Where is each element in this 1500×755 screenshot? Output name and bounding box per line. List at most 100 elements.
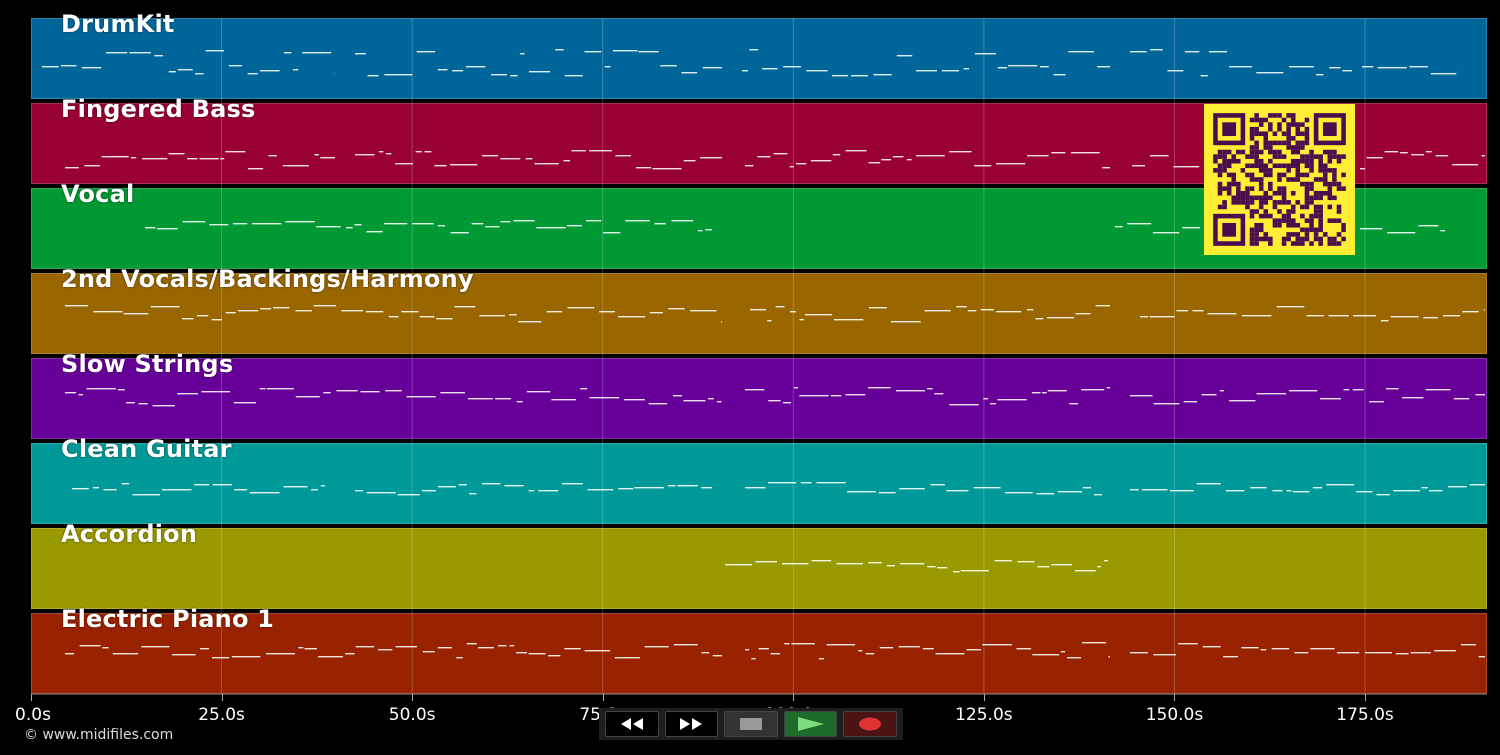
note-mark: [126, 402, 135, 404]
play-icon: [797, 717, 824, 731]
note-mark: [516, 652, 527, 654]
note-mark: [836, 563, 863, 565]
note-mark: [564, 75, 583, 77]
note-mark: [320, 485, 325, 487]
record-button[interactable]: [843, 711, 897, 737]
qr-module: [1240, 200, 1246, 205]
note-mark: [873, 74, 892, 76]
qr-module: [1281, 213, 1287, 219]
qr-module: [1313, 190, 1319, 196]
qr-module: [1318, 236, 1323, 242]
note-mark: [103, 489, 117, 491]
qr-module: [1268, 149, 1273, 155]
note-mark: [152, 405, 175, 407]
note-mark: [878, 492, 896, 494]
note-mark: [980, 309, 994, 311]
note-mark: [355, 646, 375, 648]
note-mark: [1178, 643, 1198, 645]
axis-tick: [221, 694, 223, 701]
qr-module: [1286, 131, 1291, 137]
qr-module: [1263, 172, 1269, 178]
note-overlay: [31, 18, 1487, 695]
note-mark: [996, 311, 1022, 313]
note-mark: [1082, 642, 1106, 644]
note-mark: [419, 316, 435, 318]
note-mark: [667, 485, 676, 487]
qr-module: [1318, 213, 1323, 219]
track-accordion[interactable]: Accordion: [31, 520, 1487, 609]
note-mark: [195, 73, 204, 75]
note-mark: [1041, 392, 1047, 394]
play-button[interactable]: [783, 711, 838, 737]
note-mark: [648, 403, 668, 405]
note-mark: [708, 398, 714, 400]
qr-module: [1254, 209, 1259, 214]
note-mark: [1462, 311, 1479, 313]
qr-module: [1290, 163, 1296, 169]
qr-module: [1290, 158, 1296, 164]
qr-module: [1295, 145, 1301, 150]
note-mark: [247, 168, 264, 170]
track-slow-strings[interactable]: Slow Strings: [31, 350, 1487, 439]
note-mark: [1256, 393, 1287, 395]
qr-module: [1304, 181, 1310, 187]
note-mark: [84, 165, 101, 167]
note-mark: [996, 163, 1026, 165]
note-mark: [654, 223, 666, 225]
qr-module: [1254, 149, 1259, 155]
note-mark: [816, 482, 846, 484]
note-mark: [1343, 389, 1350, 391]
qr-module: [1226, 181, 1232, 187]
transport-bar: [599, 708, 903, 740]
note-mark: [187, 158, 198, 160]
note-mark: [366, 231, 383, 233]
track-2nd-vocals[interactable]: 2nd Vocals/Backings/Harmony: [31, 265, 1487, 354]
qr-module: [1295, 122, 1301, 127]
note-mark: [81, 67, 102, 69]
note-mark: [1337, 652, 1360, 654]
qr-module: [1322, 177, 1328, 182]
note-mark: [171, 654, 196, 656]
note-mark: [228, 65, 242, 67]
note-mark: [712, 655, 722, 657]
stop-button[interactable]: [724, 711, 778, 737]
note-mark: [1380, 320, 1389, 322]
note-mark: [767, 320, 772, 322]
fast-forward-button[interactable]: [664, 711, 719, 737]
axis-tick-label: 0.0s: [15, 705, 51, 725]
note-mark: [990, 403, 996, 405]
track-clean-guitar[interactable]: Clean Guitar: [31, 435, 1487, 524]
note-mark: [310, 489, 318, 491]
note-mark: [906, 159, 912, 161]
note-mark: [1352, 389, 1364, 391]
note-mark: [757, 156, 771, 158]
qr-module: [1304, 236, 1310, 242]
qr-module: [1249, 186, 1255, 191]
qr-module: [1336, 186, 1342, 191]
qr-module: [1290, 113, 1296, 118]
note-mark: [1225, 490, 1245, 492]
qr-module: [1263, 195, 1269, 201]
qr-module: [1290, 149, 1296, 155]
note-mark: [895, 390, 926, 392]
note-mark: [750, 309, 766, 311]
note-mark: [536, 227, 566, 229]
qr-module: [1277, 154, 1282, 159]
note-mark: [1289, 66, 1314, 68]
qr-module: [1231, 181, 1237, 187]
note-mark: [618, 488, 634, 490]
note-mark: [395, 163, 413, 165]
note-mark: [652, 168, 682, 170]
note-mark: [232, 223, 248, 225]
note-mark: [336, 390, 358, 392]
rewind-button[interactable]: [605, 711, 659, 737]
track-drumkit[interactable]: DrumKit: [31, 10, 1487, 99]
note-mark: [868, 307, 887, 309]
note-mark: [745, 487, 766, 489]
qr-module: [1272, 163, 1278, 169]
qr-finder: [1222, 222, 1237, 237]
note-mark: [168, 153, 185, 155]
note-mark: [415, 151, 422, 153]
axis-tick: [1174, 694, 1176, 701]
qr-module: [1290, 122, 1296, 127]
